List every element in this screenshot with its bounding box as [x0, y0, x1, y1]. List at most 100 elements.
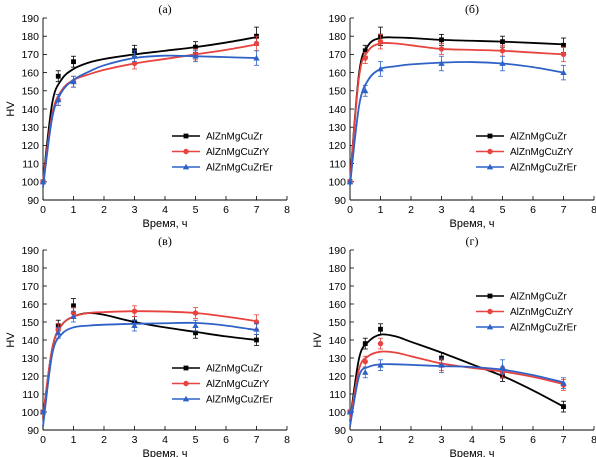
x-tick-label: 8: [591, 434, 596, 446]
y-tick-label: 150: [21, 317, 39, 329]
y-tick-label: 90: [27, 425, 39, 437]
y-tick-label: 120: [328, 140, 346, 152]
x-tick-label: 6: [530, 204, 536, 216]
series-line: [349, 41, 564, 182]
data-point: [131, 53, 138, 59]
legend: AlZnMgCuZr AlZnMgCuZrY AlZnMgCuZrEr: [476, 132, 577, 174]
data-point: [560, 69, 567, 75]
data-point: [561, 404, 566, 409]
series-AlZnMgCuZrEr: [346, 55, 567, 186]
legend-marker: [487, 133, 493, 139]
data-point: [192, 322, 199, 328]
data-point: [561, 42, 566, 48]
y-axis-title: HV: [312, 332, 324, 348]
x-tick-label: 0: [347, 204, 353, 216]
x-tick-label: 5: [500, 434, 506, 446]
x-tick-label: 1: [378, 434, 384, 446]
y-tick-label: 180: [328, 263, 346, 275]
x-tick-label: 7: [561, 204, 567, 216]
series-AlZnMgCuZrY: [347, 337, 567, 422]
y-tick-label: 170: [21, 49, 39, 61]
y-tick-label: 140: [328, 104, 346, 116]
data-point: [362, 87, 369, 94]
y-tick-label: 100: [21, 407, 39, 419]
legend-marker: [182, 395, 190, 402]
y-tick-label: 180: [21, 31, 39, 43]
x-tick-label: 6: [530, 434, 536, 446]
legend-marker: [183, 148, 189, 155]
x-tick-label: 3: [439, 434, 445, 446]
y-tick-label: 150: [21, 86, 39, 98]
data-point: [362, 48, 368, 54]
legend-marker: [487, 293, 493, 299]
y-tick-label: 120: [328, 371, 346, 383]
data-point: [499, 48, 506, 54]
y-tick-label: 160: [21, 67, 39, 79]
data-point: [500, 39, 505, 45]
panel-title: (б): [465, 2, 479, 16]
data-point: [377, 340, 384, 347]
y-tick-label: 140: [21, 104, 39, 116]
y-tick-label: 110: [22, 389, 39, 401]
y-tick-label: 170: [328, 49, 346, 61]
data-point: [439, 37, 444, 43]
x-tick-label: 3: [132, 434, 138, 446]
chart-panel-4: (г) 0 1 2 3 4 5 6 7 8 90 100 110 120 130 140 150 160 170 18…: [312, 234, 596, 457]
legend: AlZnMgCuZr AlZnMgCuZrY AlZnMgCuZrEr: [172, 364, 273, 406]
y-tick-label: 100: [328, 177, 346, 189]
data-point: [438, 362, 445, 368]
y-tick-label: 90: [334, 195, 346, 207]
legend-label: AlZnMgCuZrEr: [510, 163, 577, 174]
y-tick-label: 110: [329, 158, 346, 170]
legend-label: AlZnMgCuZr: [206, 364, 263, 375]
data-point: [253, 54, 260, 61]
data-point: [560, 51, 567, 58]
y-axis-title: HV: [5, 101, 17, 117]
y-tick-label: 110: [329, 389, 346, 401]
legend-marker: [486, 323, 494, 330]
x-axis-title: Время, ч: [450, 448, 495, 457]
x-tick-label: 1: [71, 434, 77, 446]
series-line: [349, 61, 564, 186]
data-point: [346, 178, 354, 185]
data-point: [253, 40, 260, 47]
y-tick-label: 120: [21, 140, 39, 152]
x-tick-label: 2: [408, 204, 414, 216]
y-tick-label: 110: [22, 158, 39, 170]
data-point: [193, 330, 198, 336]
legend-label: AlZnMgCuZr: [510, 292, 567, 303]
panel-title: (в): [158, 234, 172, 248]
legend-label: AlZnMgCuZrY: [510, 147, 574, 158]
legend-marker: [182, 163, 190, 170]
y-tick-label: 100: [328, 407, 346, 419]
data-point: [131, 60, 138, 67]
data-point: [560, 380, 567, 386]
series-AlZnMgCuZrEr: [346, 357, 567, 427]
x-tick-label: 2: [408, 434, 414, 446]
x-tick-label: 7: [561, 434, 567, 446]
x-tick-label: 0: [40, 434, 46, 446]
y-tick-label: 130: [21, 122, 39, 134]
data-point: [499, 60, 506, 66]
y-tick-label: 170: [21, 281, 39, 293]
data-point: [192, 53, 199, 59]
legend-marker: [183, 365, 189, 371]
y-tick-label: 90: [27, 195, 39, 207]
y-tick-label: 180: [328, 31, 346, 43]
x-tick-label: 4: [469, 434, 475, 446]
y-tick-label: 170: [328, 281, 346, 293]
x-axis-title: Время, ч: [143, 448, 188, 457]
legend-label: AlZnMgCuZrEr: [206, 395, 273, 406]
x-tick-label: 6: [223, 204, 229, 216]
x-tick-label: 4: [162, 434, 168, 446]
series-line: [42, 43, 257, 182]
y-tick-label: 190: [328, 13, 346, 25]
legend-label: AlZnMgCuZr: [206, 132, 263, 143]
series-AlZnMgCuZrEr: [39, 50, 260, 188]
x-tick-label: 1: [378, 204, 384, 216]
x-tick-label: 4: [469, 204, 475, 216]
y-tick-label: 160: [328, 299, 346, 311]
x-tick-label: 8: [284, 204, 290, 216]
panel-title: (г): [466, 234, 479, 248]
